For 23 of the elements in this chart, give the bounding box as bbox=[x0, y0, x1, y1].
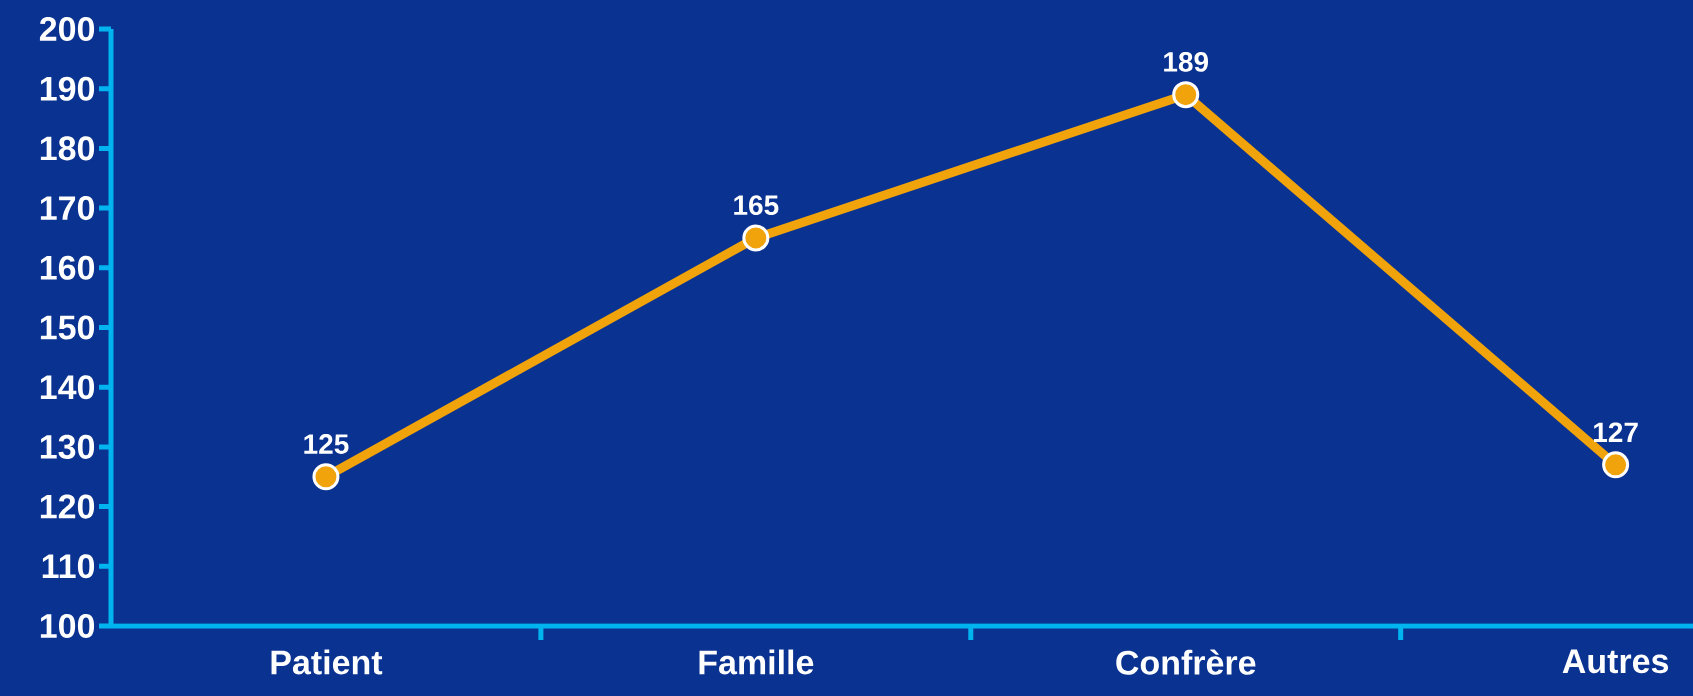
y-tick-label: 110 bbox=[42, 554, 95, 579]
y-tick-label: 130 bbox=[40, 434, 95, 459]
y-tick-label: 150 bbox=[40, 315, 95, 340]
point bbox=[1602, 451, 1630, 479]
y-tick-label: 170 bbox=[40, 196, 95, 221]
data-label: 165 bbox=[734, 195, 779, 216]
x-tick-label: Famille bbox=[699, 649, 814, 675]
y-tick-label: 160 bbox=[40, 255, 95, 280]
point bbox=[1172, 81, 1200, 109]
y-tick-label: 100 bbox=[40, 613, 95, 639]
point bbox=[742, 224, 770, 252]
y-tick-label: 190 bbox=[40, 76, 95, 101]
data-label: 125 bbox=[304, 434, 349, 454]
data-label: 189 bbox=[1164, 52, 1209, 72]
y-tick-label: 200 bbox=[39, 16, 95, 42]
point bbox=[312, 463, 340, 491]
y-tick-label: 180 bbox=[40, 136, 95, 161]
data-label: 127 bbox=[1594, 422, 1638, 442]
x-tick-label: Autres bbox=[1562, 649, 1669, 674]
x-tick-label: Patient bbox=[271, 649, 383, 675]
y-tick-label: 120 bbox=[40, 494, 95, 519]
x-tick-label: Confrère bbox=[1116, 649, 1256, 675]
y-tick-label: 140 bbox=[40, 375, 95, 400]
